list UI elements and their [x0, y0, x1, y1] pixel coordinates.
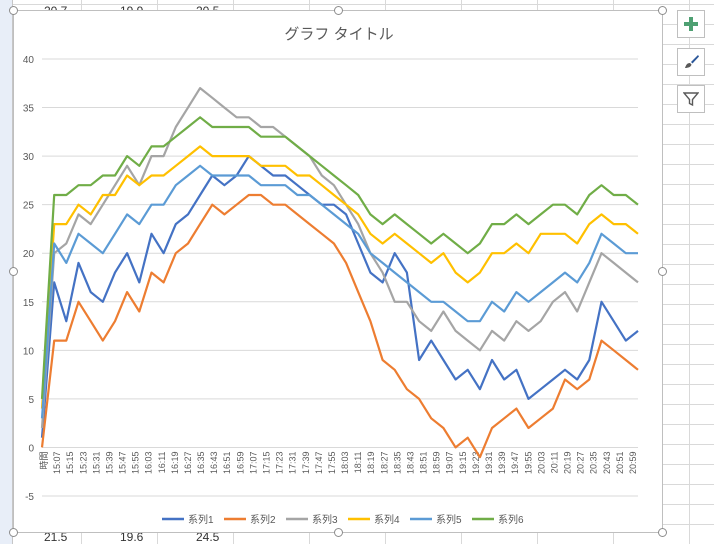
line-chart: グラフ タイトル -5 0 5 10 15 20 25 30 35 40 時間 15:07 15:15… — [23, 26, 639, 526]
x-tick-label: 18:11 — [353, 451, 363, 473]
resize-handle-top-right[interactable] — [658, 6, 667, 15]
y-tick-label: 10 — [23, 346, 35, 357]
x-tick-label: 16:27 — [183, 451, 193, 474]
series-line-3[interactable] — [40, 86, 639, 429]
legend-label[interactable]: 系列1 — [188, 513, 214, 526]
y-tick-label: 35 — [23, 104, 35, 115]
y-tick-label: -5 — [25, 492, 34, 503]
resize-handle-top-left[interactable] — [9, 6, 18, 15]
plus-icon — [684, 17, 698, 31]
x-tick-label: 18:35 — [392, 451, 402, 474]
legend-label[interactable]: 系列3 — [312, 513, 338, 526]
x-tick-label: 16:51 — [222, 451, 232, 474]
chart-filters-button[interactable] — [677, 85, 705, 113]
y-tick-label: 20 — [23, 249, 35, 260]
resize-handle-top[interactable] — [334, 6, 343, 15]
x-tick-label: 17:15 — [262, 451, 272, 474]
sheet-cell: 21.5 — [44, 530, 68, 544]
y-tick-label: 25 — [23, 201, 35, 212]
x-tick-label: 20:59 — [628, 451, 638, 474]
x-tick-label: 16:11 — [157, 451, 167, 473]
x-tick-label: 20:19 — [563, 451, 573, 474]
x-tick-label: 17:07 — [248, 451, 258, 474]
x-tick-label: 17:39 — [301, 451, 311, 474]
x-tick-label: 15:15 — [65, 451, 75, 474]
chart-title[interactable]: グラフ タイトル — [284, 26, 393, 43]
x-tick-label: 19:55 — [523, 451, 533, 474]
y-tick-label: 15 — [23, 298, 35, 309]
x-tick-label: 20:35 — [589, 451, 599, 474]
resize-handle-bottom[interactable] — [334, 528, 343, 537]
y-tick-label: 40 — [23, 55, 35, 66]
x-tick-label: 19:39 — [497, 451, 507, 474]
legend-label[interactable]: 系列4 — [374, 513, 400, 526]
x-tick-label: 17:47 — [314, 451, 324, 474]
x-tick-label: 15:55 — [131, 451, 141, 474]
series-line-1[interactable] — [40, 155, 639, 438]
x-tick-label: 20:43 — [602, 451, 612, 474]
x-tick-label: 17:23 — [275, 451, 285, 474]
x-axis-labels: 時間 15:07 15:15 15:23 15:31 15:39 15:47 15:55 16:… — [39, 451, 638, 474]
chart-elements-button[interactable] — [677, 10, 705, 38]
x-tick-label: 15:39 — [104, 451, 114, 474]
x-tick-label: 17:31 — [288, 451, 298, 474]
x-tick-label: 19:07 — [445, 451, 455, 474]
series-line-2[interactable] — [40, 193, 639, 459]
x-tick-label: 16:59 — [235, 451, 245, 474]
resize-handle-bottom-left[interactable] — [9, 528, 18, 537]
x-tick-label: 20:03 — [536, 451, 546, 474]
x-tick-label: 19:47 — [510, 451, 520, 474]
x-tick-label: 19:15 — [458, 451, 468, 474]
x-tick-label: 17:55 — [327, 451, 337, 474]
series-lines — [40, 86, 639, 459]
legend-label[interactable]: 系列6 — [498, 513, 524, 526]
y-tick-label: 5 — [28, 395, 34, 406]
x-tick-label: 18:43 — [405, 451, 415, 474]
x-tick-label: 15:23 — [78, 451, 88, 474]
x-tick-label: 16:43 — [209, 451, 219, 474]
y-tick-label: 0 — [28, 443, 34, 454]
x-tick-label: 18:51 — [419, 451, 429, 474]
chart-styles-button[interactable] — [677, 48, 705, 76]
y-tick-label: 30 — [23, 152, 35, 163]
x-tick-label: 15:07 — [52, 451, 62, 474]
resize-handle-bottom-right[interactable] — [658, 528, 667, 537]
x-tick-label: 15:31 — [91, 451, 101, 474]
series-line-5[interactable] — [40, 164, 638, 419]
x-tick-label: 19:31 — [484, 451, 494, 474]
x-tick-label: 時間 — [39, 451, 49, 469]
filter-icon — [683, 92, 699, 107]
sheet-cell: 19.6 — [120, 530, 144, 544]
x-tick-label: 18:27 — [379, 451, 389, 474]
x-tick-label: 20:11 — [549, 451, 559, 473]
x-tick-label: 20:51 — [615, 451, 625, 474]
series-line-6[interactable] — [40, 116, 639, 399]
x-tick-label: 19:23 — [471, 451, 481, 474]
sheet-cell: 24.5 — [196, 530, 220, 544]
legend-label[interactable]: 系列2 — [250, 513, 276, 526]
x-tick-label: 18:03 — [340, 451, 350, 474]
x-tick-label: 16:19 — [170, 451, 180, 474]
series-line-4[interactable] — [40, 145, 639, 409]
x-tick-label: 20:27 — [576, 451, 586, 474]
resize-handle-right[interactable] — [658, 267, 667, 276]
gridlines — [42, 58, 638, 497]
x-tick-label: 15:47 — [118, 451, 128, 474]
paintbrush-icon — [685, 55, 699, 68]
x-tick-label: 18:19 — [366, 451, 376, 474]
resize-handle-left[interactable] — [9, 267, 18, 276]
legend-label[interactable]: 系列5 — [436, 513, 462, 526]
x-tick-label: 16:35 — [196, 451, 206, 474]
chart-area[interactable]: グラフ タイトル -5 0 5 10 15 20 25 30 35 40 時間 15:07 15:15… — [13, 10, 663, 533]
y-axis-labels: -5 0 5 10 15 20 25 30 35 40 — [23, 55, 35, 503]
x-tick-label: 18:59 — [432, 451, 442, 474]
legend[interactable]: 系列1 系列2 系列3 系列4 系列5 系列6 — [162, 513, 524, 526]
x-tick-label: 16:03 — [144, 451, 154, 474]
